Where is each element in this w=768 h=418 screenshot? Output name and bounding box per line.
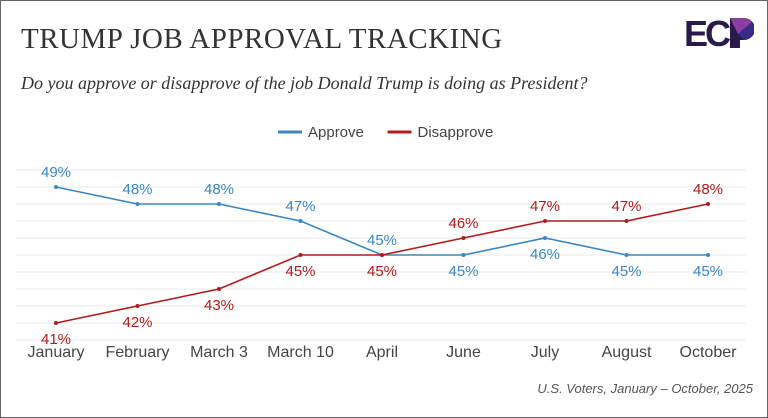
data-label: 43% bbox=[204, 297, 234, 314]
data-point bbox=[54, 185, 58, 189]
data-point bbox=[217, 287, 221, 291]
data-point bbox=[298, 253, 303, 257]
data-point bbox=[706, 202, 710, 206]
x-tick-label: July bbox=[531, 344, 559, 361]
data-point bbox=[624, 219, 629, 223]
x-tick-label: February bbox=[105, 344, 169, 361]
data-point bbox=[217, 202, 221, 206]
data-point bbox=[54, 321, 58, 325]
legend-label-approve: Approve bbox=[308, 124, 364, 141]
x-tick-label: June bbox=[446, 344, 481, 361]
data-label: 48% bbox=[693, 181, 723, 198]
data-label: 49% bbox=[41, 164, 71, 181]
legend-label-disapprove: Disapprove bbox=[418, 124, 494, 141]
data-label: 45% bbox=[448, 263, 478, 280]
x-tick-label: October bbox=[680, 344, 738, 361]
data-label: 48% bbox=[204, 181, 234, 198]
data-label: 45% bbox=[285, 263, 315, 280]
x-tick-label: January bbox=[28, 344, 85, 361]
x-tick-label: August bbox=[602, 344, 652, 361]
data-label: 41% bbox=[41, 331, 71, 348]
data-point bbox=[624, 253, 629, 257]
data-point bbox=[706, 253, 710, 257]
data-point bbox=[543, 219, 547, 223]
svg-text:EC: EC bbox=[684, 15, 731, 49]
data-label: 45% bbox=[367, 232, 397, 249]
data-label: 47% bbox=[611, 198, 641, 215]
data-label: 45% bbox=[611, 263, 641, 280]
chart-title: TRUMP JOB APPROVAL TRACKING bbox=[21, 23, 503, 55]
data-point bbox=[135, 202, 140, 206]
x-tick-label: March 3 bbox=[190, 344, 248, 361]
ecp-logo: EC bbox=[684, 15, 754, 49]
x-tick-label: March 10 bbox=[267, 344, 334, 361]
footnote: U.S. Voters, January – October, 2025 bbox=[537, 381, 753, 396]
data-point bbox=[461, 236, 466, 240]
data-label: 48% bbox=[122, 181, 152, 198]
chart-subtitle: Do you approve or disapprove of the job … bbox=[21, 73, 588, 93]
data-label: 47% bbox=[285, 198, 315, 215]
data-label: 45% bbox=[693, 263, 723, 280]
data-label: 46% bbox=[530, 246, 560, 263]
data-point bbox=[461, 253, 466, 257]
data-point bbox=[543, 236, 547, 240]
data-label: 47% bbox=[530, 198, 560, 215]
data-label: 45% bbox=[367, 263, 397, 280]
data-point bbox=[135, 304, 140, 308]
data-point bbox=[380, 253, 384, 257]
data-point bbox=[298, 219, 303, 223]
data-label: 46% bbox=[448, 215, 478, 232]
x-tick-label: April bbox=[366, 344, 398, 361]
data-label: 42% bbox=[122, 314, 152, 331]
